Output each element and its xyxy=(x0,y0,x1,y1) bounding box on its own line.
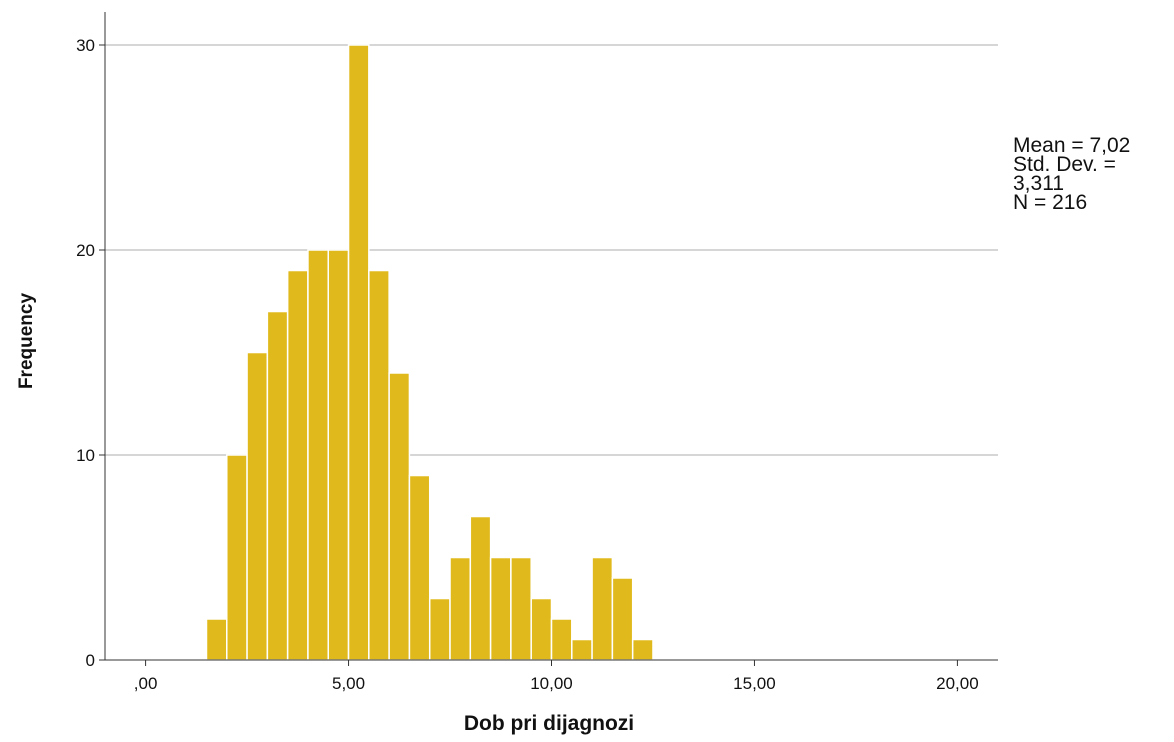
histogram-bar xyxy=(307,249,330,661)
histogram-bar xyxy=(408,474,431,661)
y-tick-label: 0 xyxy=(86,651,95,670)
histogram-bar xyxy=(246,351,269,661)
stat-mean: Mean = 7,02 xyxy=(1013,134,1131,157)
histogram-bar xyxy=(327,249,350,661)
histogram-bar xyxy=(510,556,532,661)
histogram-bar xyxy=(428,597,451,661)
histogram-bar xyxy=(469,515,492,661)
histogram-bar xyxy=(489,556,512,661)
statistics-summary: Mean = 7,02 Std. Dev. = 3,311 N = 216 xyxy=(1013,134,1131,214)
x-tick-label: 20,00 xyxy=(936,674,979,693)
stat-std-dev-value: 3,311 xyxy=(1013,172,1064,195)
y-tick-label: 10 xyxy=(76,446,95,465)
axes xyxy=(99,12,998,666)
histogram-bar xyxy=(631,638,654,661)
x-tick-label: ,00 xyxy=(134,674,158,693)
histogram-bar xyxy=(550,618,573,661)
y-tick-label: 20 xyxy=(76,241,95,260)
histogram-bar xyxy=(347,44,370,661)
y-axis-label: Frequency xyxy=(16,293,37,390)
histogram-bar xyxy=(449,556,472,661)
histogram-bar xyxy=(205,618,228,661)
y-tick-label: 30 xyxy=(76,36,95,55)
histogram-bar xyxy=(388,372,411,661)
histogram-bar xyxy=(571,638,593,661)
histogram-bar xyxy=(611,577,634,661)
histogram-bar xyxy=(530,597,553,661)
histogram-bars xyxy=(205,44,654,661)
x-tick-label: 5,00 xyxy=(332,674,365,693)
x-tick-label: 10,00 xyxy=(530,674,573,693)
x-tick-label: 15,00 xyxy=(733,674,776,693)
histogram-bar xyxy=(226,454,248,661)
stat-std-dev-label: Std. Dev. = xyxy=(1013,153,1116,176)
histogram-bar xyxy=(286,269,309,661)
stat-n: N = 216 xyxy=(1013,191,1088,214)
histogram-bar xyxy=(368,269,390,661)
histogram-bar xyxy=(591,556,614,661)
grid-lines xyxy=(105,44,998,456)
tick-labels: 0 10 20 30 ,00 5,00 10,00 15,00 20,00 xyxy=(76,36,979,693)
histogram-bar xyxy=(266,310,289,661)
x-axis-label: Dob pri dijagnozi xyxy=(464,712,634,735)
